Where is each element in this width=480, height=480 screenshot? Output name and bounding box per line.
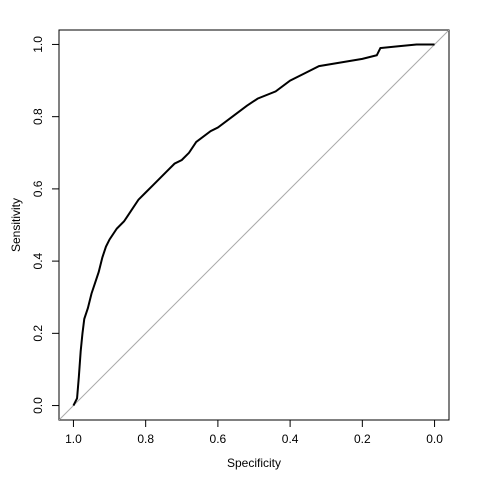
y-axis-label: Sensitivity (9, 198, 23, 252)
y-tick-label: 0.2 (31, 325, 45, 342)
y-tick-label: 0.8 (31, 108, 45, 125)
y-tick-label: 0.0 (31, 397, 45, 414)
x-tick-label: 0.0 (426, 432, 443, 446)
x-tick-label: 1.0 (65, 432, 82, 446)
x-tick-label: 0.8 (137, 432, 154, 446)
y-tick-label: 1.0 (31, 36, 45, 53)
y-tick-label: 0.4 (31, 252, 45, 269)
x-axis-label: Specificity (227, 456, 281, 470)
roc-curve (72, 43, 435, 407)
y-tick-label: 0.6 (31, 180, 45, 197)
plot-frame (58, 29, 450, 421)
x-tick-label: 0.2 (354, 432, 371, 446)
reference-line (59, 30, 449, 420)
x-tick-label: 0.6 (210, 432, 227, 446)
x-tick-label: 0.4 (282, 432, 299, 446)
